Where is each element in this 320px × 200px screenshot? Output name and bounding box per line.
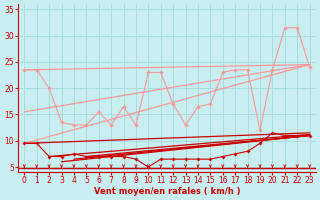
X-axis label: Vent moyen/en rafales ( km/h ): Vent moyen/en rafales ( km/h ) — [94, 187, 240, 196]
